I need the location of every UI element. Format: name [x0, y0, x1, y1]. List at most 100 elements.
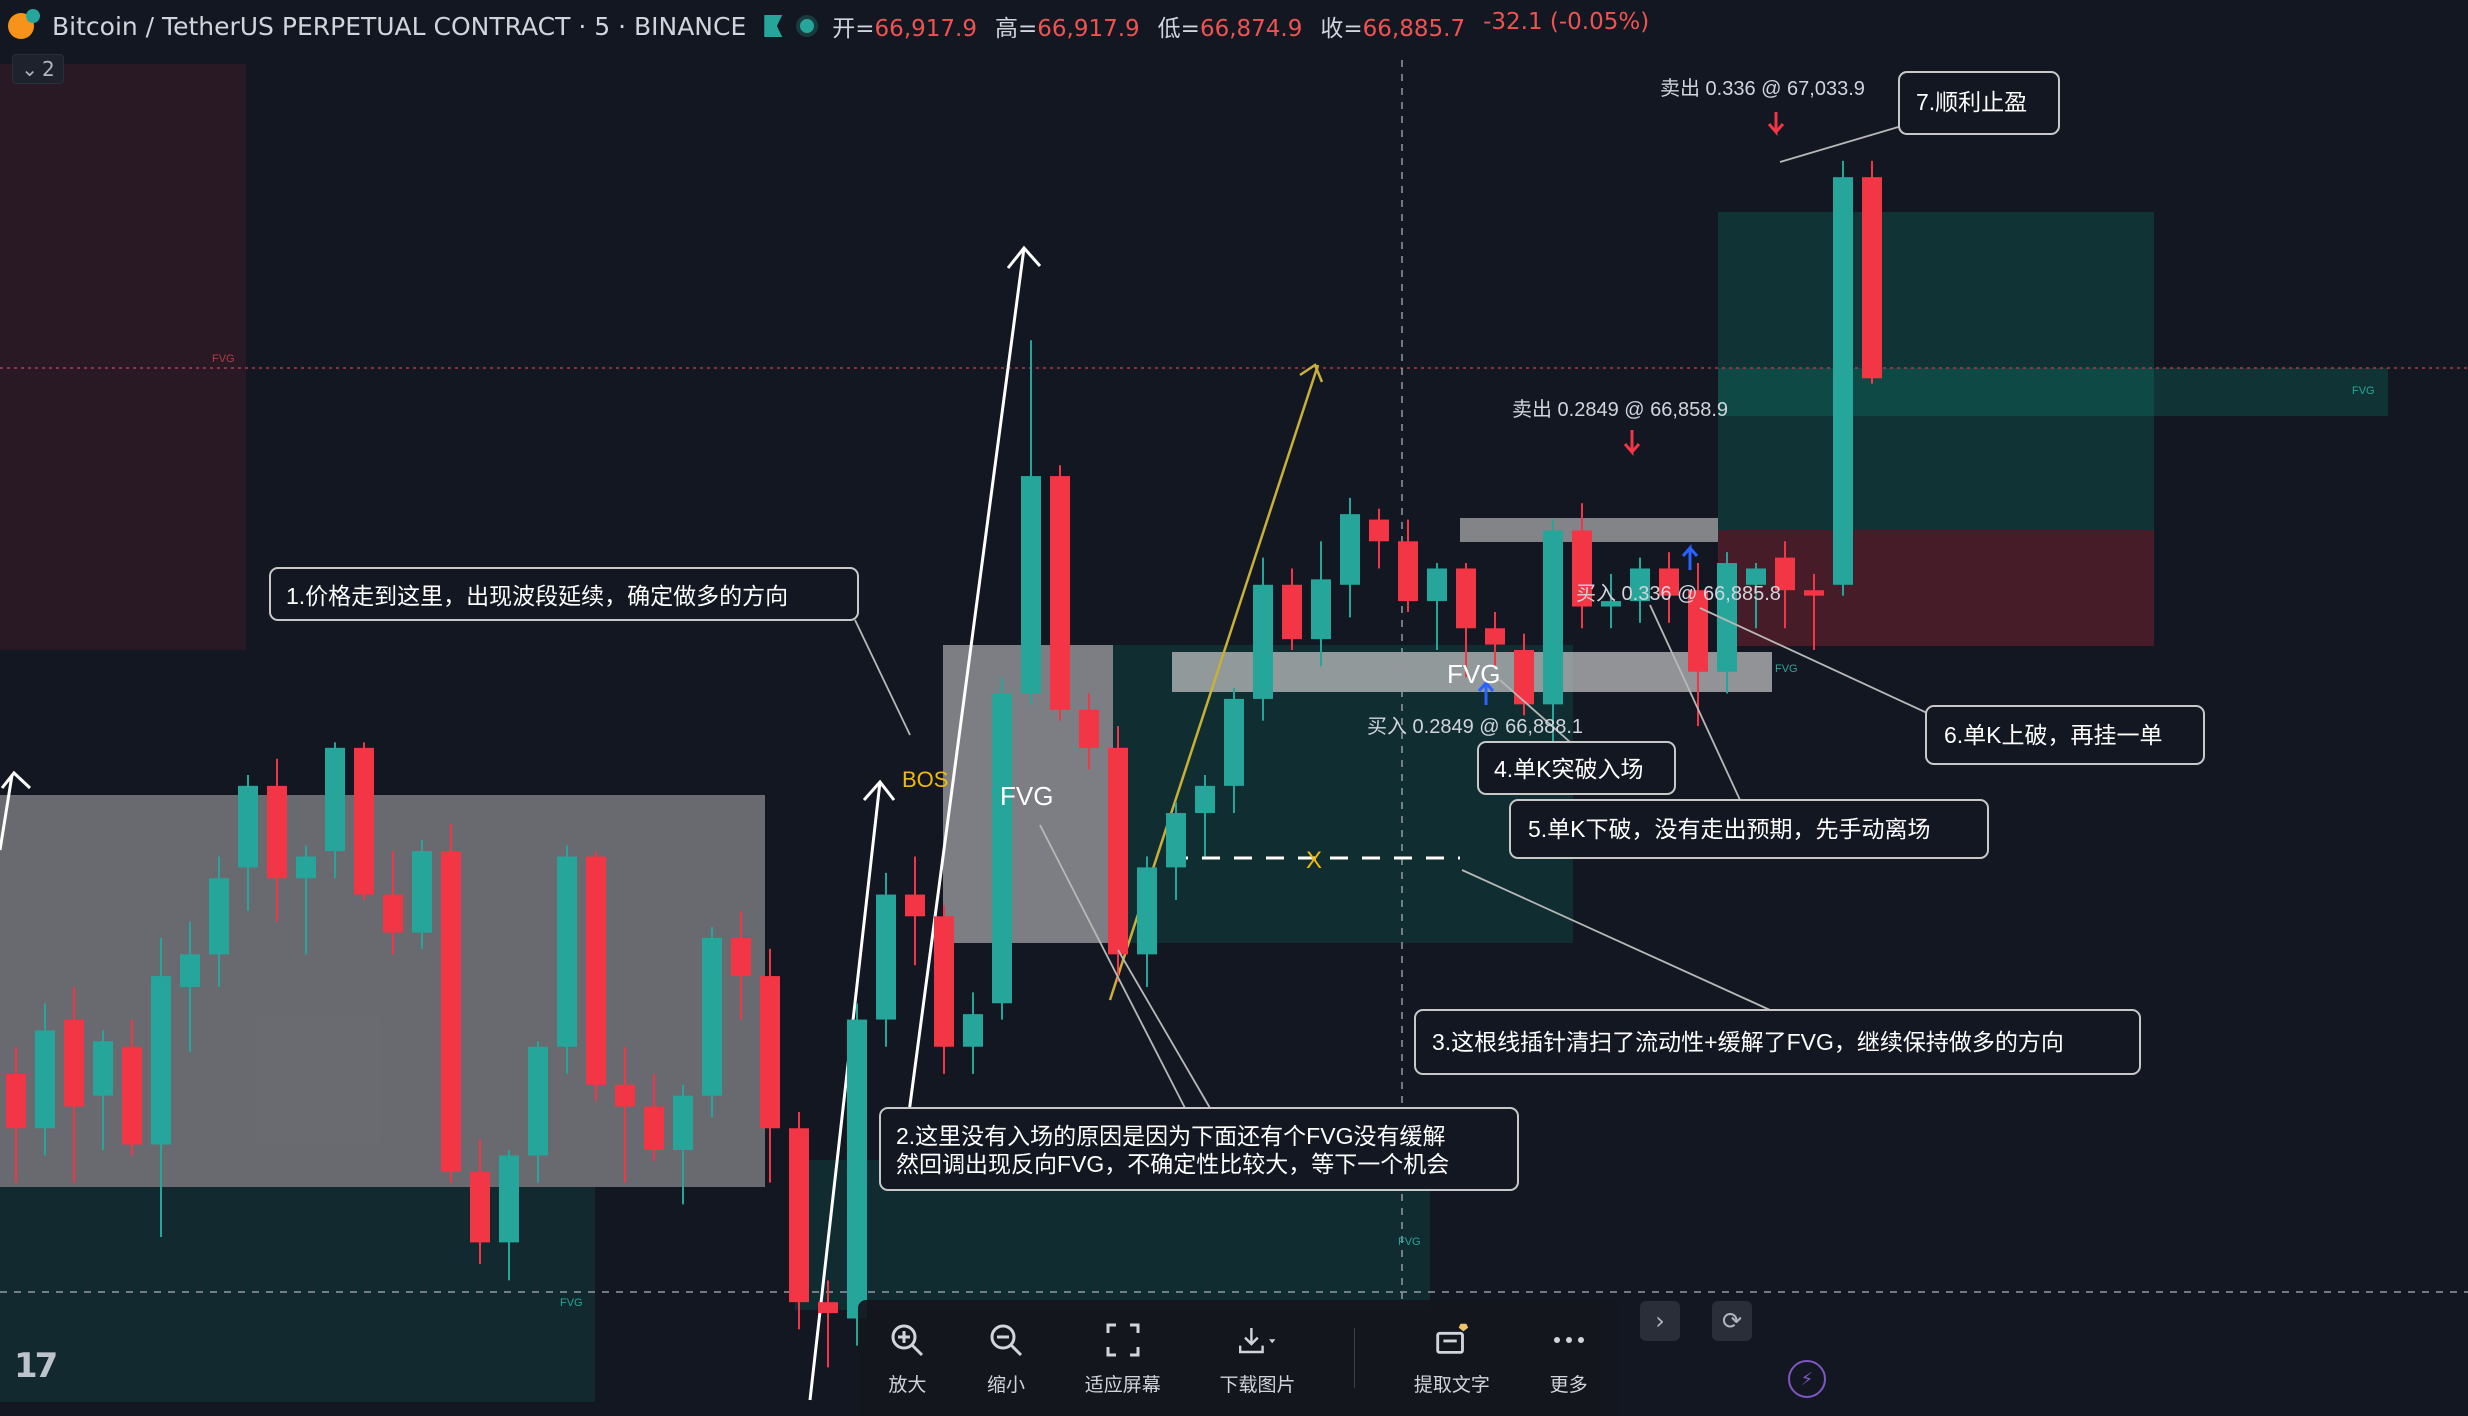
toolbar-divider [1354, 1328, 1356, 1388]
candle-body [1050, 476, 1070, 710]
fvg-label-small-1: FVG [212, 353, 235, 365]
candle-body [1253, 584, 1273, 699]
note-2-text-a: 2.这里没有入场的原因是因为下面还有个FVG没有缓解 [896, 1123, 1445, 1149]
zoom-out-button[interactable]: 缩小 [986, 1320, 1026, 1397]
candle-body [876, 894, 896, 1020]
extract-text-icon [1432, 1320, 1472, 1360]
candle-body [673, 1095, 693, 1150]
trade-label-sell-1: 卖出 0.336 @ 67,033.9 [1660, 77, 1865, 100]
candle-body [1398, 541, 1418, 602]
leader-note-4 [1499, 679, 1571, 743]
candle-body [1369, 519, 1389, 542]
extract-text-button[interactable]: 提取文字 [1414, 1320, 1490, 1397]
note-3-box [1414, 1009, 2141, 1075]
fvg-zone-top-left [0, 64, 246, 650]
candle-body [383, 894, 403, 933]
close-label: 收= [1320, 16, 1363, 42]
sell-arrow-2 [1623, 430, 1641, 456]
zoom-in-icon [887, 1320, 927, 1360]
note-2-box [879, 1107, 1519, 1191]
note-3-text: 3.这根线插针清扫了流动性+缓解了FVG，继续保持做多的方向 [1432, 1029, 2064, 1055]
symbol-title[interactable]: Bitcoin / TetherUS PERPETUAL CONTRACT · … [52, 11, 747, 41]
fit-screen-button[interactable]: 适应屏幕 [1085, 1320, 1161, 1397]
white-arrow-head-1 [862, 779, 896, 801]
fvg-box-big [943, 645, 1113, 943]
candle-body [1137, 867, 1157, 955]
candle-body [354, 747, 374, 895]
note-6-text: 6.单K上破，再挂一单 [1944, 722, 2163, 748]
download-label: 下载图片 [1219, 1373, 1296, 1396]
note-4-box [1477, 741, 1676, 795]
candle-body [296, 856, 316, 879]
fvg-label-small-3: FVG [560, 1297, 583, 1309]
candle-body [441, 851, 461, 1172]
trade-label-buy-2: 买入 0.2849 @ 66,888.1 [1367, 716, 1583, 738]
leader-note-2a [1039, 824, 1186, 1109]
leader-note-6 [1699, 607, 1939, 719]
candle-body [1514, 650, 1534, 705]
candle-body [238, 785, 258, 868]
low-label: 低= [1157, 16, 1200, 42]
fvg-label-small-2: FVG [2352, 385, 2375, 397]
next-arrow-button[interactable]: › [1640, 1301, 1680, 1341]
candle-body [1079, 709, 1099, 748]
candle-body [760, 976, 780, 1129]
high-label: 高= [994, 16, 1038, 42]
candle-body [1485, 628, 1505, 645]
open-value: 66,917.9 [874, 16, 977, 42]
candle-body [412, 851, 432, 933]
zoom-in-label: 放大 [888, 1373, 927, 1396]
leader-note-2b [1117, 949, 1211, 1109]
indicator-collapse-button[interactable]: ⌄ 2 [12, 54, 64, 84]
candle-body [1195, 785, 1215, 814]
white-trend-line-2 [906, 247, 1026, 1121]
yellow-arrow-head [1299, 363, 1324, 383]
x-mark: X [1306, 847, 1322, 874]
candle-body [702, 938, 722, 1096]
leader-note-7 [1779, 124, 1906, 163]
note-7-box [1898, 71, 2060, 135]
candle-body [528, 1046, 548, 1156]
candle-body [1166, 813, 1186, 868]
download-icon [1237, 1320, 1277, 1360]
candle-body [1804, 590, 1824, 596]
reset-button[interactable]: ⟳ [1712, 1301, 1752, 1341]
fvg-label-mid: FVG [1447, 659, 1500, 689]
indicator-count: 2 [42, 57, 55, 81]
leader-note-5 [1649, 604, 1741, 801]
white-arrow-head-2 [1006, 245, 1042, 269]
candle-body [122, 1046, 142, 1145]
candle-body [1427, 568, 1447, 602]
candle-body [209, 878, 229, 955]
candle-body [905, 894, 925, 917]
candle-body [1108, 747, 1128, 955]
candle-body [93, 1041, 113, 1096]
fvg-label-small-4: FVG [1398, 1236, 1421, 1248]
lightning-icon[interactable]: ⚡ [1788, 1360, 1826, 1398]
download-button[interactable]: 下载图片 [1219, 1320, 1295, 1397]
candle-body [499, 1155, 519, 1243]
leader-note-3 [1461, 869, 1771, 1011]
extract-text-label: 提取文字 [1413, 1373, 1490, 1396]
candle-body [1340, 514, 1360, 585]
white-trend-line-3 [0, 774, 14, 851]
sell-arrow-1 [1767, 112, 1785, 136]
flag-icon[interactable] [764, 15, 783, 37]
candle-body [789, 1128, 809, 1303]
fvg-zone-bottom-left [0, 1187, 595, 1402]
candle-body [1717, 563, 1737, 672]
zoom-out-label: 缩小 [987, 1373, 1026, 1396]
zoom-in-button[interactable]: 放大 [887, 1320, 927, 1397]
tradingview-logo: 17 [14, 1346, 58, 1386]
candle-body [1572, 530, 1592, 607]
change-value: -32.1 (-0.05%) [1483, 9, 1650, 35]
chevron-down-icon: ⌄ [21, 57, 39, 81]
bos-label: BOS [902, 767, 948, 792]
candle-body [586, 856, 606, 1085]
market-status-icon[interactable] [800, 19, 815, 33]
candle-body [180, 954, 200, 987]
more-button[interactable]: 更多 [1549, 1320, 1589, 1397]
candle-body [64, 1019, 84, 1107]
candle-body [1775, 557, 1795, 591]
